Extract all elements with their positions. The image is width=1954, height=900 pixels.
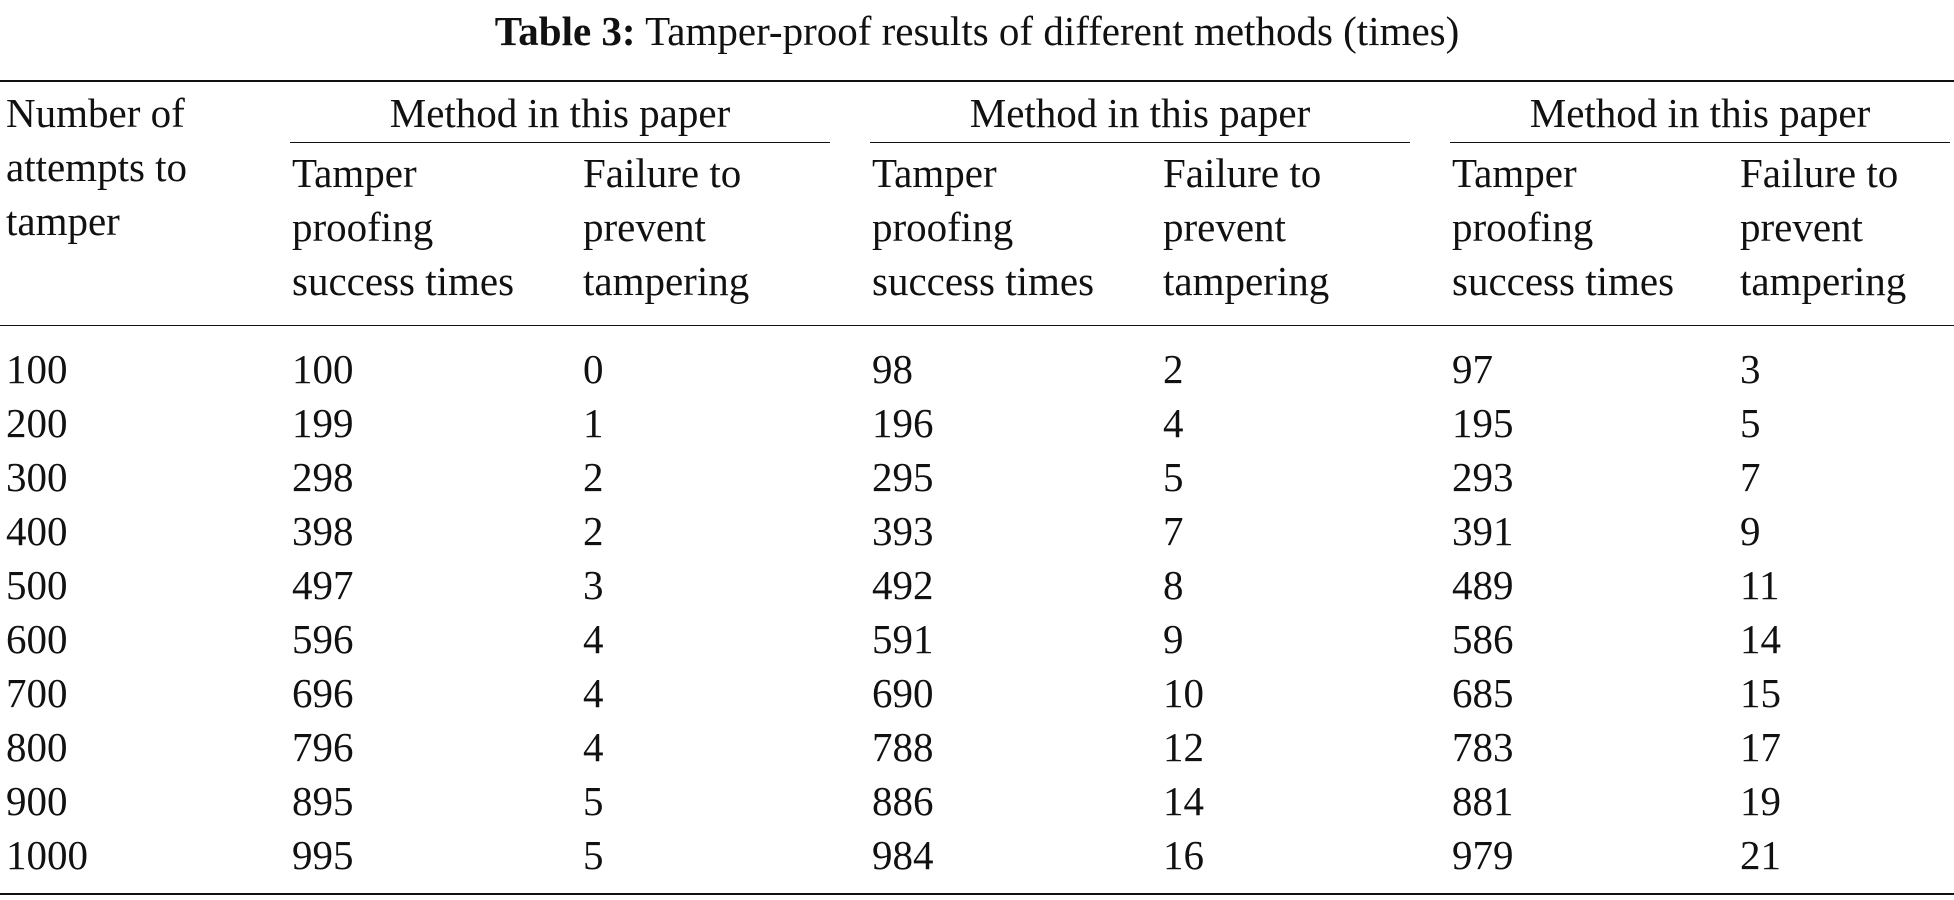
table-cell-success-2: 393 [872, 508, 934, 554]
table-cell-attempts: 700 [6, 670, 68, 716]
table-cell-failure-1: 4 [583, 724, 604, 770]
table-cell-attempts: 400 [6, 508, 68, 554]
table-cell-success-3: 586 [1452, 616, 1514, 662]
table-cell-failure-2: 16 [1163, 832, 1204, 878]
table-cell-failure-2: 7 [1163, 508, 1184, 554]
table-cell-failure-1: 4 [583, 616, 604, 662]
table-cell-success-1: 796 [292, 724, 354, 770]
table-cell-success-3: 97 [1452, 346, 1493, 392]
table-cell-success-2: 295 [872, 454, 934, 500]
table-cell-success-3: 391 [1452, 508, 1514, 554]
table-cell-success-1: 199 [292, 400, 354, 446]
row-header-label: Number of attempts to tamper [6, 90, 188, 244]
table-cell-failure-2: 10 [1163, 670, 1204, 716]
table-cell-success-3: 685 [1452, 670, 1514, 716]
table-cell-attempts: 300 [6, 454, 68, 500]
table-cell-success-1: 398 [292, 508, 354, 554]
table-cell-attempts: 600 [6, 616, 68, 662]
table-cell-failure-3: 21 [1740, 832, 1781, 878]
group-rule-1 [290, 142, 830, 143]
caption-label: Table 3: [494, 8, 636, 54]
table-cell-success-3: 489 [1452, 562, 1514, 608]
table-cell-success-1: 995 [292, 832, 354, 878]
table-cell-success-3: 979 [1452, 832, 1514, 878]
table-cell-success-1: 696 [292, 670, 354, 716]
table-cell-attempts: 200 [6, 400, 68, 446]
subheader-failure-3: Failure to prevent tampering [1740, 150, 1907, 304]
table-cell-failure-1: 2 [583, 454, 604, 500]
table-cell-failure-1: 4 [583, 670, 604, 716]
table-cell-failure-3: 5 [1740, 400, 1761, 446]
subheader-failure-2: Failure to prevent tampering [1163, 150, 1330, 304]
table-cell-failure-2: 5 [1163, 454, 1184, 500]
table-cell-success-1: 895 [292, 778, 354, 824]
caption-text: Tamper-proof results of different method… [645, 8, 1460, 54]
table-bottom-rule [0, 893, 1954, 895]
table-cell-failure-2: 14 [1163, 778, 1204, 824]
table-header-rule [0, 325, 1954, 326]
subheader-success-1: Tamper proofing success times [292, 150, 515, 304]
group-header-2: Method in this paper [969, 90, 1311, 136]
table-cell-success-2: 492 [872, 562, 934, 608]
table-cell-failure-1: 5 [583, 832, 604, 878]
table-cell-failure-2: 8 [1163, 562, 1184, 608]
group-header-1: Method in this paper [389, 90, 731, 136]
group-header-3: Method in this paper [1529, 90, 1871, 136]
table-cell-failure-3: 19 [1740, 778, 1781, 824]
table-cell-failure-3: 9 [1740, 508, 1761, 554]
table-cell-failure-3: 15 [1740, 670, 1781, 716]
table-cell-success-1: 596 [292, 616, 354, 662]
table-cell-success-1: 497 [292, 562, 354, 608]
table-cell-success-2: 886 [872, 778, 934, 824]
table-top-rule [0, 80, 1954, 82]
table-cell-attempts: 100 [6, 346, 68, 392]
table-cell-success-3: 195 [1452, 400, 1514, 446]
table-cell-attempts: 800 [6, 724, 68, 770]
table-cell-failure-3: 7 [1740, 454, 1761, 500]
table-cell-success-2: 591 [872, 616, 934, 662]
table-cell-success-2: 788 [872, 724, 934, 770]
subheader-success-3: Tamper proofing success times [1452, 150, 1675, 304]
table-cell-failure-2: 4 [1163, 400, 1184, 446]
table-cell-success-3: 293 [1452, 454, 1514, 500]
table-cell-failure-1: 1 [583, 400, 604, 446]
table-cell-failure-1: 0 [583, 346, 604, 392]
table-cell-failure-1: 2 [583, 508, 604, 554]
table-cell-success-1: 298 [292, 454, 354, 500]
table-cell-success-2: 984 [872, 832, 934, 878]
table-cell-failure-1: 3 [583, 562, 604, 608]
table-cell-success-1: 100 [292, 346, 354, 392]
table-cell-success-3: 881 [1452, 778, 1514, 824]
subheader-success-2: Tamper proofing success times [872, 150, 1095, 304]
table-caption: Table 3: Tamper-proof results of differe… [0, 6, 1954, 56]
table-cell-failure-3: 17 [1740, 724, 1781, 770]
table-cell-success-2: 690 [872, 670, 934, 716]
table-cell-success-2: 196 [872, 400, 934, 446]
table-cell-success-3: 783 [1452, 724, 1514, 770]
table-cell-failure-3: 3 [1740, 346, 1761, 392]
table-cell-failure-2: 2 [1163, 346, 1184, 392]
table-cell-attempts: 900 [6, 778, 68, 824]
table-cell-failure-2: 12 [1163, 724, 1204, 770]
table-cell-success-2: 98 [872, 346, 913, 392]
table-cell-attempts: 500 [6, 562, 68, 608]
table-cell-failure-3: 11 [1740, 562, 1780, 608]
group-rule-2 [870, 142, 1410, 143]
table-cell-failure-2: 9 [1163, 616, 1184, 662]
table-cell-failure-1: 5 [583, 778, 604, 824]
subheader-failure-1: Failure to prevent tampering [583, 150, 750, 304]
group-rule-3 [1450, 142, 1950, 143]
table-cell-failure-3: 14 [1740, 616, 1781, 662]
table-cell-attempts: 1000 [6, 832, 88, 878]
